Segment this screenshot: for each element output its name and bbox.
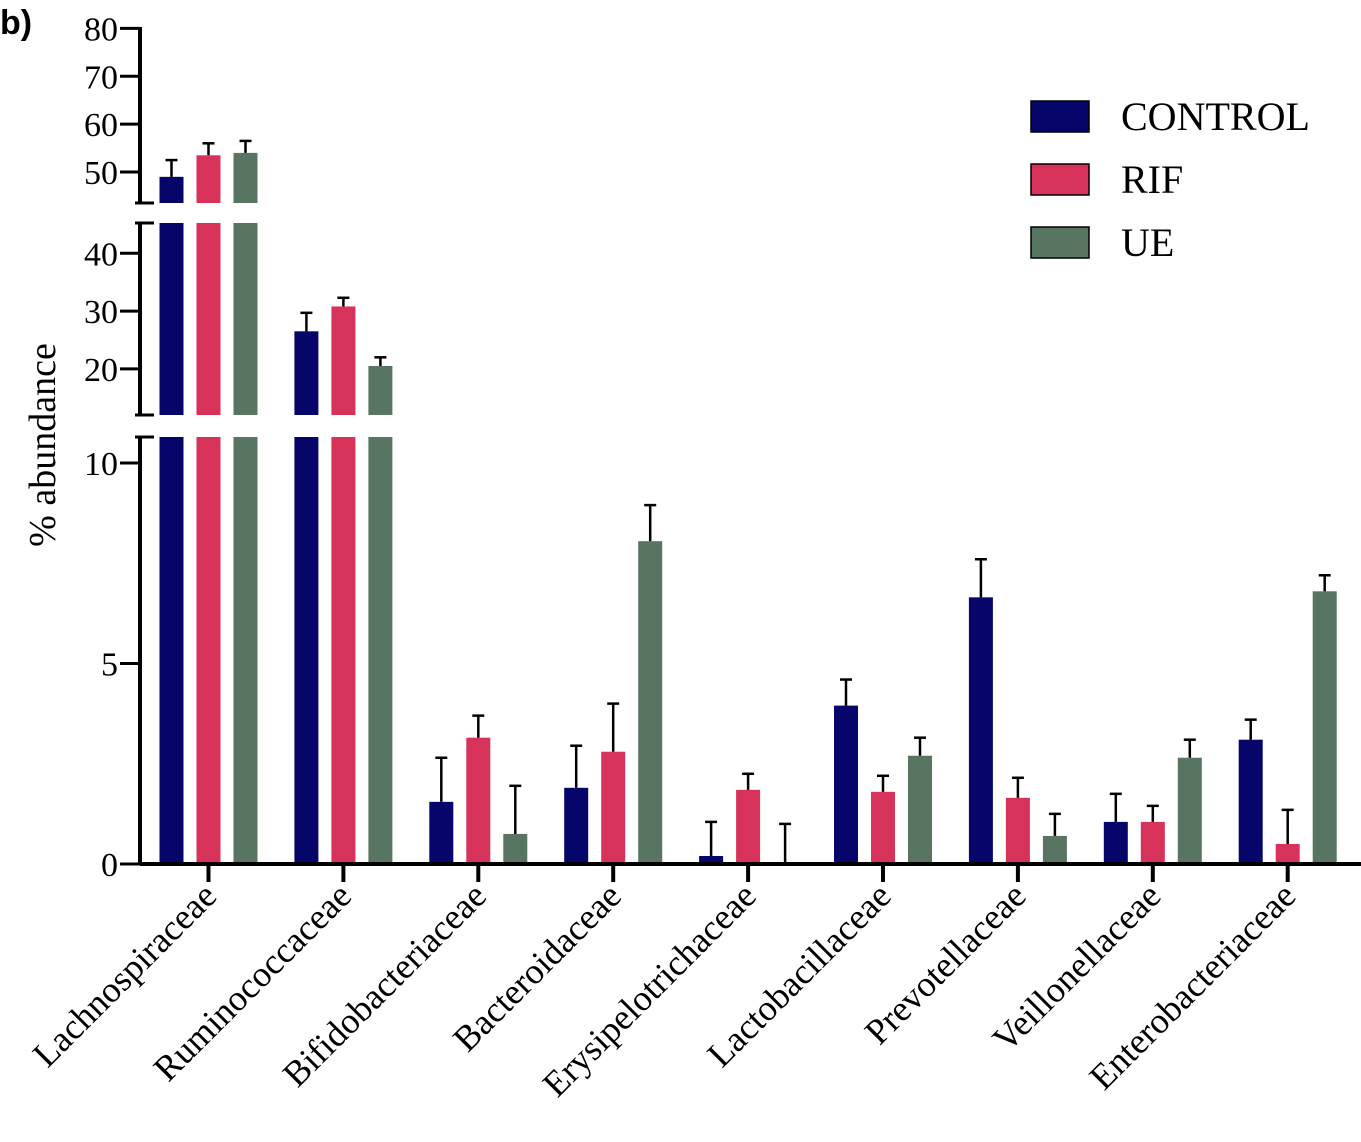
bar-ue-lachnospiraceae-part2 <box>233 152 258 203</box>
bar-ue-prevotellaceae <box>1042 835 1067 864</box>
bar-control-bifidobacteriaceae <box>429 801 454 864</box>
y-tick-label-5: 5 <box>101 647 118 684</box>
legend-label-rif: RIF <box>1121 157 1183 202</box>
y-tick-label-10: 10 <box>84 446 118 483</box>
bar-control-erysipelotrichaceae <box>699 855 724 864</box>
bar-control-enterobacteriaceae <box>1238 739 1263 864</box>
bar-ue-lactobacillaceae <box>908 755 932 864</box>
bar-ue-ruminococcaceae-part1 <box>368 365 393 415</box>
y-tick-label-30: 30 <box>84 294 118 331</box>
axis-layer: 0 5 10 20 30 40 50 60 70 80 <box>84 11 154 884</box>
bar-rif-prevotellaceae <box>1005 797 1030 864</box>
bar-control-veillonellaceae <box>1103 821 1128 864</box>
bar-rif-lachnospiraceae-part1 <box>196 223 221 415</box>
bar-rif-lactobacillaceae <box>871 791 895 864</box>
bar-rif-ruminococcaceae <box>331 437 356 864</box>
bar-rif-bacteroidaceae <box>601 751 626 864</box>
y-tick-label-80: 80 <box>84 11 118 48</box>
bar-control-lachnospiraceae-part2 <box>159 176 184 203</box>
y-tick-label-60: 60 <box>84 107 118 144</box>
bar-rif-erysipelotrichaceae <box>736 789 761 864</box>
y-tick-label-20: 20 <box>84 352 118 389</box>
bars-layer <box>159 139 1337 864</box>
y-tick-label-40: 40 <box>84 236 118 273</box>
legend-label-ue: UE <box>1121 220 1174 265</box>
x-axis-layer: LachnospiraceaeRuminococcaceaeBifidobact… <box>25 862 1361 1104</box>
bar-control-lachnospiraceae-part1 <box>159 223 184 415</box>
legend: CONTROL RIF UE <box>1030 94 1310 265</box>
bar-ue-lachnospiraceae <box>233 437 258 864</box>
y-tick-label-0: 0 <box>101 847 118 884</box>
y-tick-label-50: 50 <box>84 155 118 192</box>
bar-control-prevotellaceae <box>968 597 993 864</box>
bar-ue-ruminococcaceae <box>368 437 393 864</box>
bar-ue-bacteroidaceae <box>638 541 663 864</box>
bar-rif-bifidobacteriaceae <box>466 737 491 864</box>
bar-control-lactobacillaceae <box>834 705 858 864</box>
legend-swatch-ue <box>1030 226 1090 259</box>
bar-rif-veillonellaceae <box>1140 821 1165 864</box>
legend-swatch-rif <box>1030 163 1090 196</box>
bar-rif-enterobacteriaceae <box>1275 843 1300 864</box>
bar-control-ruminococcaceae-part1 <box>294 331 319 415</box>
bar-ue-lachnospiraceae-part1 <box>233 223 258 415</box>
legend-label-control: CONTROL <box>1121 94 1310 139</box>
bar-rif-lachnospiraceae <box>196 437 221 864</box>
y-axis-label: % abundance <box>22 343 64 547</box>
bar-ue-bifidobacteriaceae <box>503 833 528 864</box>
bar-ue-veillonellaceae <box>1177 757 1202 864</box>
y-tick-label-70: 70 <box>84 59 118 96</box>
legend-swatch-control <box>1030 100 1090 133</box>
bar-rif-ruminococcaceae-part1 <box>331 306 356 415</box>
bar-control-ruminococcaceae <box>294 437 319 864</box>
panel-label: b) <box>0 4 33 42</box>
bar-rif-lachnospiraceae-part2 <box>196 155 221 203</box>
bar-ue-enterobacteriaceae <box>1312 591 1337 864</box>
bar-control-lachnospiraceae <box>159 437 184 864</box>
bar-control-bacteroidaceae <box>564 787 589 864</box>
